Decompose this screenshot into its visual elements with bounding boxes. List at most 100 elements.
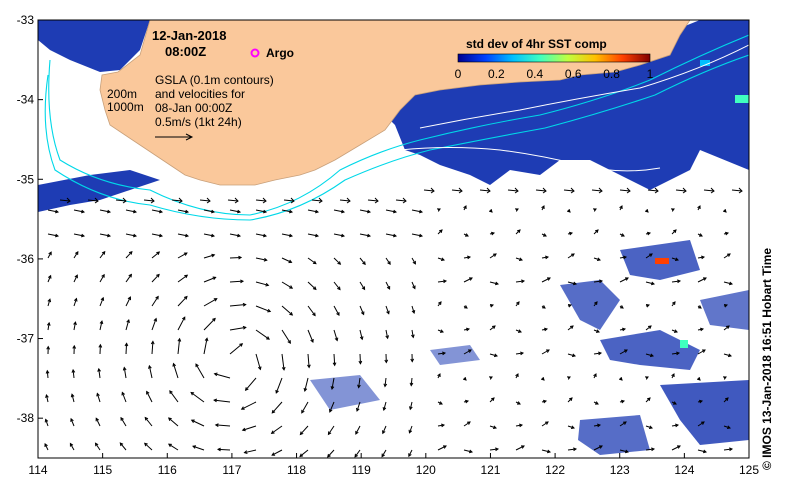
velocity-arrow [618,376,623,381]
velocity-arrow [151,295,159,307]
velocity-arrow [567,397,573,403]
velocity-arrow [177,337,182,355]
velocity-arrow [671,401,677,405]
velocity-arrow [541,399,548,404]
velocity-arrow [73,233,86,238]
velocity-arrow [462,376,467,381]
velocity-arrow [489,303,494,308]
velocity-arrow [619,233,625,237]
velocity-arrow [408,449,413,458]
velocity-arrow [216,447,231,452]
velocity-arrow [255,353,262,371]
velocity-arrow [95,417,101,427]
velocity-arrow [515,373,519,379]
velocity-arrow [489,397,495,403]
velocity-arrow [192,445,205,451]
velocity-arrow [240,401,257,410]
velocity-arrow [645,353,655,358]
velocity-arrow [94,442,101,451]
velocity-arrow [327,425,335,436]
velocity-arrow [72,344,77,355]
velocity-arrow [359,209,372,214]
velocity-arrow [87,197,99,204]
velocity-arrow [541,305,546,309]
velocity-arrow [463,205,467,211]
velocity-arrow [146,390,153,403]
velocity-arrow [307,257,317,265]
velocity-arrow [697,205,701,211]
velocity-arrow [619,327,627,332]
velocity-arrow [722,208,727,213]
velocity-arrow [99,233,112,238]
velocity-arrow [696,376,701,381]
velocity-arrow [697,449,708,454]
velocity-arrow [488,376,493,380]
velocity-arrow [382,425,387,435]
velocity-arrow [339,197,351,204]
velocity-arrow [96,392,101,403]
y-tick-label: -36 [17,252,35,266]
velocity-arrow [697,277,707,283]
velocity-arrow [619,277,629,283]
scale-arrow-icon [155,133,194,141]
velocity-arrow [647,187,659,194]
velocity-arrow [203,337,209,355]
velocity-arrow [255,233,268,238]
velocity-arrow [463,233,469,237]
y-tick-label: -33 [17,13,35,27]
velocity-arrow [489,447,500,452]
velocity-arrow [489,253,497,259]
velocity-arrow [327,449,335,458]
velocity-arrow [463,327,471,332]
velocity-arrow [71,368,76,379]
velocity-arrow [541,233,547,237]
y-tick-label: -34 [17,93,35,107]
velocity-arrow [644,376,649,380]
velocity-arrow [723,353,733,358]
velocity-arrow [541,349,550,355]
velocity-arrow [671,373,675,379]
velocity-arrow [355,401,361,412]
velocity-arrow [463,255,472,260]
velocity-arrow [332,353,337,367]
x-tick-label: 124 [674,463,694,477]
velocity-arrow [99,273,105,283]
velocity-arrow [463,305,468,309]
velocity-arrow [151,209,164,214]
velocity-arrow [281,281,294,289]
velocity-arrow [299,425,309,436]
velocity-arrow [255,329,270,340]
velocity-arrow [645,447,656,452]
velocity-arrow [697,399,704,404]
velocity-arrow [515,301,520,307]
velocity-arrow [593,229,599,235]
velocity-arrow [566,376,571,380]
colorbar-tick-label: 0.8 [603,67,620,81]
velocity-arrow [489,353,499,358]
velocity-arrow [367,197,379,204]
velocity-arrow [385,305,390,315]
velocity-arrow [229,343,244,355]
y-tick-label: -38 [17,411,35,425]
velocity-arrow [125,250,133,259]
velocity-arrow [47,274,52,283]
velocity-arrow [645,253,653,259]
velocity-arrow [244,377,257,391]
velocity-arrow [593,351,603,356]
velocity-arrow [203,317,216,331]
velocity-arrow [463,349,472,355]
velocity-arrow [281,305,294,316]
velocity-arrow [384,353,389,364]
velocity-arrow [515,257,523,262]
velocity-arrow [99,296,105,307]
velocity-arrow [671,279,682,284]
velocity-arrow [125,209,138,214]
velocity-arrow [723,231,730,236]
velocity-arrow [299,449,309,458]
velocity-arrow [723,397,729,403]
velocity-arrow [567,353,577,358]
velocity-arrow [567,281,578,286]
velocity-arrow [722,376,727,380]
gsla-line-3: 08-Jan 00:00Z [155,101,232,115]
velocity-arrow [271,449,283,456]
